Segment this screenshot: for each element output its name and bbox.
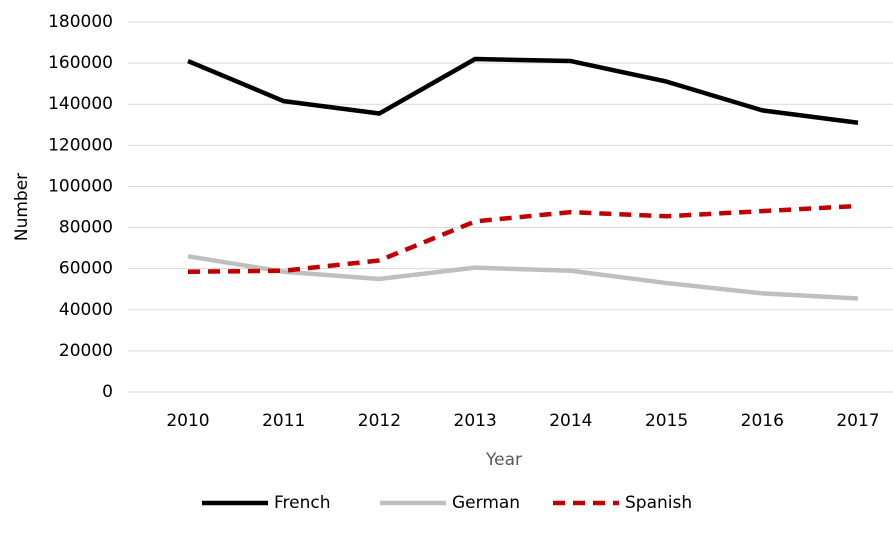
y-tick-label: 0 [102, 382, 113, 402]
x-tick-label: 2015 [645, 411, 688, 431]
x-tick-label: 2017 [836, 411, 879, 431]
legend-label: Spanish [625, 493, 692, 513]
y-tick-label: 140000 [48, 94, 113, 114]
x-tick-label: 2010 [166, 411, 209, 431]
legend-label: German [452, 493, 520, 513]
legend-label: French [274, 493, 331, 513]
y-tick-label: 60000 [59, 259, 113, 279]
line-series [187, 56, 859, 125]
y-tick-label: 40000 [59, 300, 113, 320]
y-axis-label: Number [12, 173, 32, 241]
y-tick-label: 180000 [48, 12, 113, 32]
x-tick-label: 2014 [549, 411, 592, 431]
y-tick-label: 160000 [48, 53, 113, 73]
y-tick-label: 120000 [48, 135, 113, 155]
x-tick-label: 2013 [454, 411, 497, 431]
y-tick-label: 20000 [59, 341, 113, 361]
x-tick-label: 2016 [741, 411, 784, 431]
y-tick-label: 100000 [48, 176, 113, 196]
line-series [187, 254, 859, 301]
x-tick-label: 2012 [358, 411, 401, 431]
x-tick-label: 2011 [262, 411, 305, 431]
x-axis-label: Year [485, 450, 522, 470]
y-tick-label: 80000 [59, 218, 113, 238]
line-series [187, 203, 859, 274]
